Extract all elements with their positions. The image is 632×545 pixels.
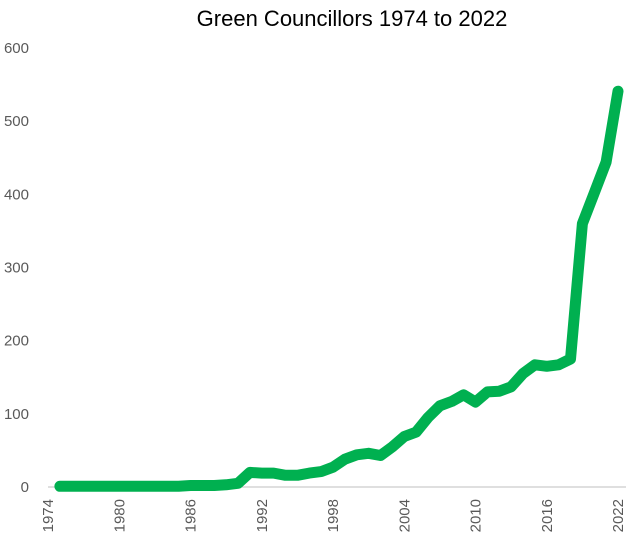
x-tick-label: 1980 (111, 499, 128, 532)
y-tick-label: 500 (4, 113, 29, 130)
x-tick-label: 1986 (183, 499, 200, 532)
x-tick-label: 1998 (325, 499, 342, 532)
x-tick-label: 2010 (468, 499, 485, 532)
series-line (54, 85, 624, 492)
x-tick-label: 2022 (610, 499, 627, 532)
y-tick-label: 200 (4, 333, 29, 350)
y-tick-label: 300 (4, 260, 29, 277)
x-tick-label: 1974 (40, 499, 57, 532)
y-axis-tick-labels: 0 100 200 300 400 500 600 (4, 40, 29, 496)
y-tick-label: 0 (21, 479, 29, 496)
x-tick-label: 2004 (396, 499, 413, 532)
series-layer (54, 85, 624, 492)
x-axis-tick-labels: 1974 1980 1986 1992 1998 2004 2010 2016 2022 (40, 499, 627, 532)
x-tick-label: 2016 (539, 499, 556, 532)
y-tick-label: 600 (4, 40, 29, 57)
x-tick-label: 1992 (254, 499, 271, 532)
y-tick-label: 100 (4, 406, 29, 423)
y-tick-label: 400 (4, 186, 29, 203)
chart-title: Green Councillors 1974 to 2022 (197, 6, 508, 31)
